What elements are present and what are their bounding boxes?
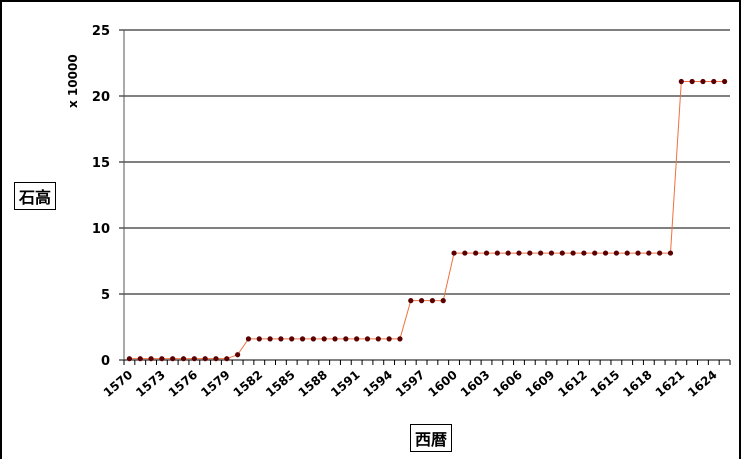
data-point-1625 (721, 78, 728, 85)
x-tick-label-1609: 1609 (523, 368, 558, 400)
series-polyline (129, 80, 725, 360)
data-point-1577 (202, 356, 208, 362)
data-point-1580 (235, 352, 241, 358)
data-point-1572 (148, 356, 154, 362)
x-tick-label-1603: 1603 (458, 368, 493, 400)
axes (119, 29, 731, 365)
data-point-1608 (538, 250, 544, 256)
data-point-1607 (527, 250, 533, 256)
data-point-1574 (170, 356, 176, 362)
series-line (129, 80, 725, 360)
y-tick-label-5: 5 (101, 288, 110, 303)
x-tick-label-1618: 1618 (620, 368, 655, 400)
x-tick-label-1621: 1621 (653, 368, 688, 400)
data-point-1570 (126, 356, 133, 362)
data-point-1612 (581, 250, 587, 256)
data-point-1591 (354, 336, 360, 342)
x-tick-label-1570: 1570 (101, 368, 136, 400)
grid-lines (124, 29, 730, 295)
x-tick-label-1585: 1585 (263, 368, 298, 400)
data-point-1623 (700, 78, 706, 85)
x-tick-label-1579: 1579 (198, 368, 233, 400)
data-point-1613 (592, 250, 598, 256)
data-point-1571 (137, 356, 143, 362)
x-tick-label-1615: 1615 (588, 368, 623, 400)
y-tick-label-25: 25 (92, 24, 110, 39)
data-point-1616 (624, 250, 630, 256)
data-point-1586 (299, 336, 306, 342)
data-point-1590 (343, 336, 349, 342)
x-tick-label-1573: 1573 (133, 368, 168, 400)
data-point-1593 (375, 336, 381, 342)
x-tick-label-1588: 1588 (296, 368, 331, 400)
data-point-1619 (657, 250, 663, 256)
y-multiplier-label: x 10000 (66, 54, 80, 108)
data-point-1578 (213, 356, 219, 362)
data-point-1576 (191, 356, 197, 362)
x-tick-label-1597: 1597 (393, 368, 428, 400)
data-point-1598 (429, 298, 436, 304)
data-point-1597 (418, 298, 425, 304)
y-tick-label-10: 10 (92, 222, 110, 237)
data-point-1602 (473, 250, 479, 256)
data-point-1618 (646, 250, 652, 256)
y-tick-label-20: 20 (92, 90, 110, 105)
y-axis-label: 石高 (14, 182, 57, 210)
x-tick-label-1591: 1591 (328, 368, 363, 400)
data-point-1606 (516, 250, 522, 256)
data-point-1605 (505, 250, 511, 256)
data-point-1620 (667, 250, 674, 256)
data-point-1621 (678, 78, 684, 85)
y-tick-label-0: 0 (101, 354, 110, 369)
x-axis-label: 西暦 (410, 424, 453, 452)
data-point-1592 (364, 336, 371, 342)
x-tick-label-1582: 1582 (231, 368, 266, 400)
x-tick-label-1624: 1624 (685, 368, 720, 400)
data-point-1599 (440, 298, 446, 304)
data-point-1595 (397, 336, 403, 342)
y-tick-label-15: 15 (92, 156, 110, 171)
data-point-1604 (494, 250, 500, 256)
data-point-1584 (278, 336, 284, 342)
data-point-1588 (321, 336, 327, 342)
data-point-1615 (613, 250, 619, 256)
x-tick-label-1606: 1606 (490, 368, 525, 400)
data-point-1603 (483, 250, 490, 256)
data-point-1611 (570, 250, 576, 256)
data-point-1594 (386, 336, 392, 342)
y-tick-labels: 0 5 10 15 20 25 (92, 24, 110, 369)
data-point-1624 (711, 78, 717, 85)
data-point-1581 (245, 336, 252, 342)
data-point-1609 (548, 250, 555, 256)
data-point-1617 (635, 250, 641, 256)
data-point-1601 (462, 250, 468, 256)
x-tick-label-1612: 1612 (555, 368, 590, 400)
x-tick-label-1594: 1594 (360, 368, 395, 400)
data-point-1622 (689, 78, 695, 85)
data-point-1575 (180, 356, 187, 362)
data-point-1585 (289, 336, 295, 342)
data-point-1583 (267, 336, 273, 342)
data-point-1587 (310, 336, 316, 342)
data-point-1610 (559, 250, 565, 256)
data-point-1596 (408, 298, 414, 304)
data-point-1573 (159, 356, 165, 362)
data-point-1614 (602, 250, 609, 256)
series-markers (126, 78, 728, 362)
data-point-1589 (332, 336, 338, 342)
x-tick-label-1576: 1576 (166, 368, 201, 400)
x-tick-labels: 1570157315761579158215851588159115941597… (101, 368, 720, 400)
data-point-1600 (451, 250, 457, 256)
data-point-1582 (256, 336, 262, 342)
data-point-1579 (224, 356, 230, 362)
x-tick-label-1600: 1600 (425, 368, 460, 400)
